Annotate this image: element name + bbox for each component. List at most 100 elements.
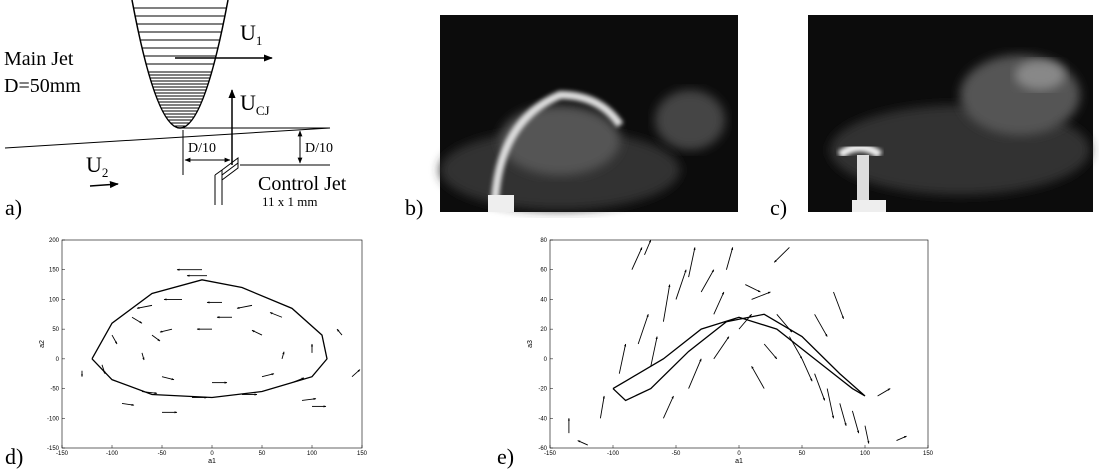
vector — [713, 291, 725, 315]
trajectory — [91, 279, 328, 399]
vector — [814, 373, 826, 401]
vector — [662, 284, 671, 322]
trajectory — [612, 313, 866, 402]
x-tick-label: 50 — [799, 451, 806, 457]
u2-arrow — [89, 180, 119, 189]
vector — [789, 336, 803, 360]
x-tick-label: 0 — [210, 451, 214, 457]
vector — [713, 336, 730, 360]
x-tick-label: 0 — [737, 451, 741, 457]
vector — [675, 269, 687, 300]
vector — [281, 351, 285, 359]
y-tick-label: -50 — [50, 387, 59, 393]
x-axis-label: a1 — [208, 458, 216, 465]
vector — [111, 334, 118, 345]
vector — [131, 316, 143, 324]
vector — [101, 364, 106, 374]
y-tick-label: -60 — [538, 446, 547, 452]
u2-main: U — [86, 152, 102, 177]
vector — [161, 376, 175, 381]
vector — [251, 329, 263, 336]
vector — [738, 313, 752, 330]
vector — [725, 247, 734, 270]
x-tick-label: 100 — [307, 451, 318, 457]
vector — [336, 328, 343, 336]
x-tick-label: -150 — [544, 451, 557, 457]
vector — [688, 247, 696, 278]
x-tick-label: -100 — [607, 451, 620, 457]
control-jet-label: Control Jet — [258, 173, 347, 195]
x-axis-label: a1 — [735, 458, 743, 465]
vector — [236, 304, 253, 309]
vector — [644, 239, 652, 256]
vector — [577, 440, 588, 446]
x-tick-label: -150 — [56, 451, 69, 457]
y-tick-label: 50 — [52, 327, 59, 333]
u1-label: U1 — [240, 20, 262, 48]
vector — [700, 269, 715, 293]
y-tick-label: 150 — [49, 268, 60, 274]
vector — [814, 314, 828, 337]
plot-frame — [549, 239, 929, 449]
vector-plot: -150 -100 -50 0 50 100 150 -60 -40 -20 0 20 40 60 80 a1… — [527, 238, 934, 465]
x-tick-label: 150 — [357, 451, 368, 457]
vector — [751, 291, 771, 300]
panel-label: c) — [770, 195, 787, 220]
u1-main: U — [240, 20, 256, 45]
offset-x-label: D/10 — [188, 141, 216, 156]
vector — [877, 388, 891, 397]
vector — [121, 402, 135, 406]
y-axis-label: a2 — [39, 340, 46, 348]
ucj-main: U — [240, 90, 256, 115]
y-tick-label: -20 — [538, 387, 547, 393]
ucj-label: UCJ — [240, 90, 270, 118]
vector — [833, 291, 845, 319]
vector — [839, 403, 847, 426]
y-tick-label: 80 — [540, 238, 547, 244]
x-tick-label: -100 — [106, 451, 119, 457]
plot-frame — [61, 239, 363, 449]
vector — [618, 343, 627, 374]
diameter-label: D=50mm — [4, 75, 81, 97]
image-b — [440, 15, 738, 212]
jet-hatch — [132, 7, 228, 127]
offset-y-label: D/10 — [305, 141, 333, 156]
y-tick-label: -150 — [47, 446, 60, 452]
vector — [151, 334, 161, 342]
vector — [650, 336, 658, 367]
vector — [773, 247, 790, 263]
y-axis-label: a3 — [527, 340, 534, 348]
y-tick-label: 0 — [56, 357, 60, 363]
panel-label: a) — [5, 195, 22, 220]
y-tick-label: 60 — [540, 268, 547, 274]
vector — [637, 314, 649, 345]
y-tick-label: 40 — [540, 297, 547, 303]
vector — [688, 358, 702, 389]
vector — [136, 304, 153, 309]
u2-sub: 2 — [102, 165, 109, 180]
vector-plot: -150 -100 -50 0 50 100 150 -150 -100 -50 0 50 100 150… — [39, 238, 368, 465]
panel-label: b) — [405, 195, 423, 220]
vector — [301, 397, 317, 401]
x-tick-label: 50 — [259, 451, 266, 457]
y-tick-label: 200 — [49, 238, 60, 244]
x-tick-label: -50 — [158, 451, 167, 457]
ucj-sub: CJ — [256, 103, 270, 118]
panel-label: d) — [5, 444, 23, 469]
vector — [159, 328, 173, 333]
u1-sub: 1 — [256, 33, 263, 48]
x-tick-label: 150 — [923, 451, 934, 457]
control-size-label: 11 x 1 mm — [262, 194, 318, 209]
image-c — [808, 15, 1093, 212]
vector — [141, 352, 145, 361]
x-tick-label: 100 — [860, 451, 871, 457]
vector — [776, 313, 793, 333]
x-tick-label: -50 — [672, 451, 681, 457]
vector — [896, 435, 907, 441]
vector — [269, 312, 283, 318]
vector — [599, 395, 605, 419]
vector — [261, 373, 275, 378]
vector — [631, 247, 643, 270]
u2-label: U2 — [86, 152, 108, 180]
